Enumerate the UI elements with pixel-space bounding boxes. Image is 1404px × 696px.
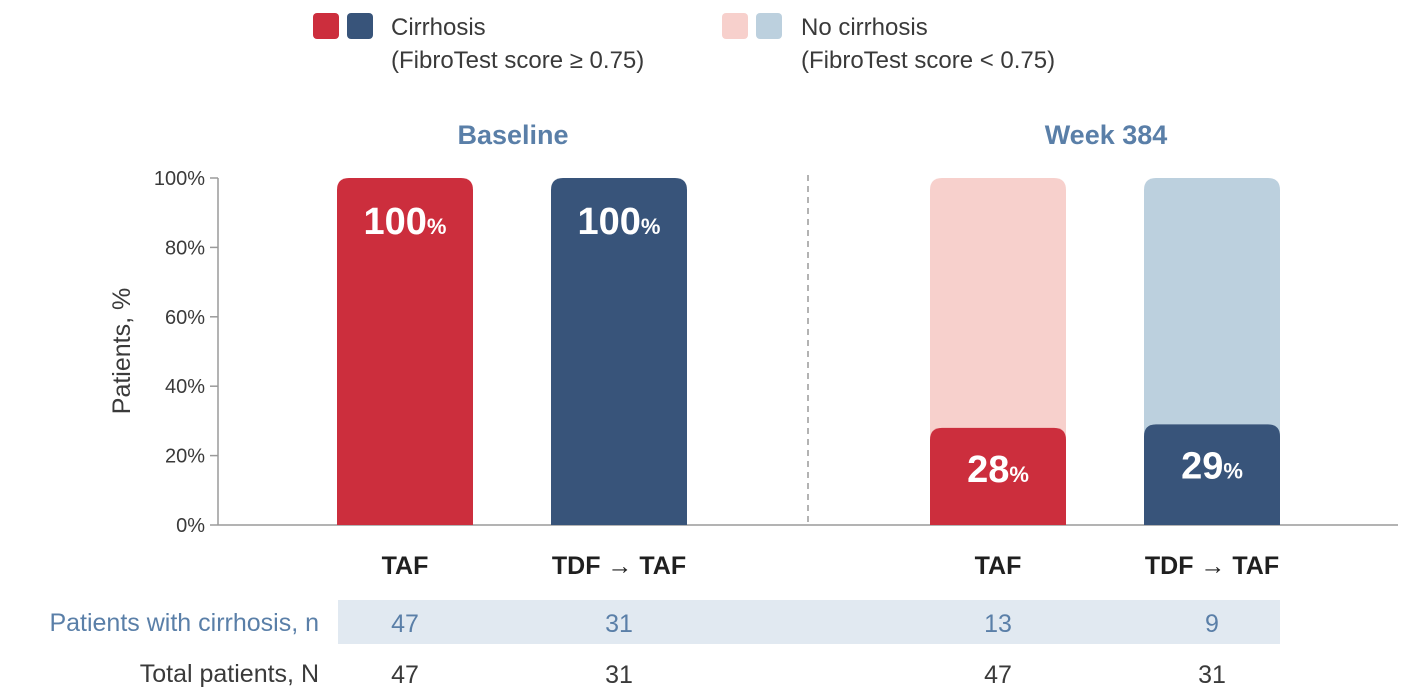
y-tick-label: 100% — [154, 168, 205, 190]
table-cell-total-n: 47 — [391, 661, 419, 689]
y-tick-label: 20% — [165, 446, 205, 468]
y-ticks: 0% 20% 40% 60% 80% 100% — [154, 168, 218, 537]
legend-label-no-cirrhosis: No cirrhosis — [801, 14, 928, 41]
legend-item-cirrhosis[interactable]: Cirrhosis (FibroTest score ≥ 0.75) — [313, 13, 644, 74]
x-category-label: TDF → TAF — [1145, 552, 1279, 580]
bar-cirrhosis — [337, 178, 473, 525]
table-cell-total-n: 31 — [605, 661, 633, 689]
panel-title-week-384: Week 384 — [1045, 120, 1168, 150]
x-category-label: TAF — [975, 552, 1022, 580]
legend-swatch-cirrhosis-tdf — [347, 13, 373, 39]
row-label-patients-with-cirrhosis: Patients with cirrhosis, n — [49, 609, 319, 637]
panel-title-baseline: Baseline — [457, 120, 568, 150]
y-tick-label: 0% — [176, 515, 205, 537]
table-cell-cirrhosis-n: 47 — [391, 610, 419, 638]
x-category-label: TAF — [382, 552, 429, 580]
x-category-label: TDF → TAF — [552, 552, 686, 580]
legend-sublabel-cirrhosis: (FibroTest score ≥ 0.75) — [391, 47, 644, 74]
cirrhosis-row-band — [338, 600, 1280, 644]
y-tick-label: 80% — [165, 237, 205, 259]
data-labels: 100% 100% 28% 29% — [364, 201, 1243, 491]
legend-label-cirrhosis: Cirrhosis — [391, 14, 486, 41]
bar-cirrhosis — [1144, 424, 1280, 525]
y-tick-label: 60% — [165, 307, 205, 329]
legend: Cirrhosis (FibroTest score ≥ 0.75) No ci… — [313, 13, 1055, 74]
category-labels: TAF TDF → TAF TAF TDF → TAF — [382, 552, 1279, 580]
legend-item-no-cirrhosis[interactable]: No cirrhosis (FibroTest score < 0.75) — [722, 13, 1055, 74]
table-cell-total-n: 47 — [984, 661, 1012, 689]
data-label: 100% — [364, 201, 447, 243]
data-label: 29% — [1181, 445, 1243, 487]
legend-sublabel-no-cirrhosis: (FibroTest score < 0.75) — [801, 47, 1055, 74]
bars — [337, 178, 1280, 525]
y-tick-label: 40% — [165, 376, 205, 398]
data-label: 28% — [967, 449, 1029, 491]
legend-swatch-no-cirrhosis-taf — [722, 13, 748, 39]
row-label-total-patients: Total patients, N — [140, 660, 319, 688]
table-cell-cirrhosis-n: 13 — [984, 610, 1012, 638]
table-cells: 47 31 13 9 47 31 47 31 — [391, 610, 1226, 689]
table-cell-cirrhosis-n: 31 — [605, 610, 633, 638]
table-cell-cirrhosis-n: 9 — [1205, 610, 1219, 638]
table-cell-total-n: 31 — [1198, 661, 1226, 689]
bar-cirrhosis — [551, 178, 687, 525]
legend-swatch-cirrhosis-taf — [313, 13, 339, 39]
y-axis-label: Patients, % — [108, 288, 136, 414]
bar-cirrhosis — [930, 427, 1066, 525]
legend-swatch-no-cirrhosis-tdf — [756, 13, 782, 39]
data-label: 100% — [578, 201, 661, 243]
